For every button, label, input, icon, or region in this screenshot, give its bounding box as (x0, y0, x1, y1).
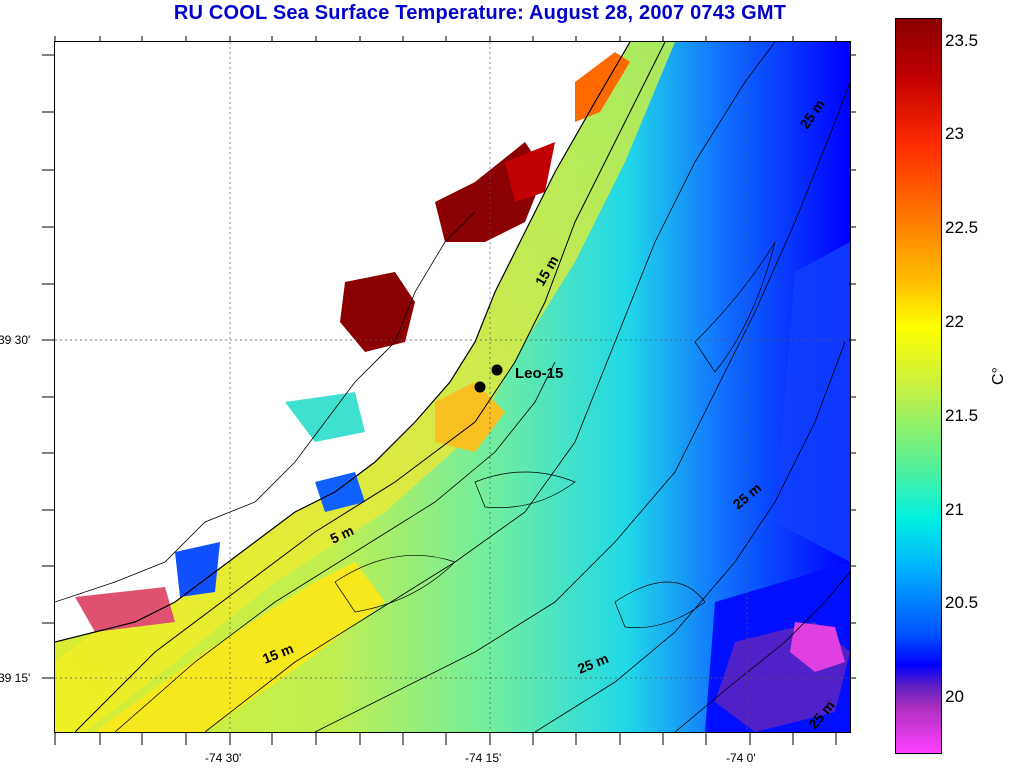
colorbar-tick: 23 (945, 124, 964, 143)
isobath-25m (534, 341, 846, 732)
station-marker-1 (491, 364, 503, 376)
nearshore-yellow (95, 562, 385, 732)
bay-cyan (285, 392, 365, 442)
shoal-1 (334, 554, 456, 613)
colorbar-tick: 20.5 (945, 593, 979, 612)
station-label: Leo-15 (515, 365, 563, 382)
colorbar-tick: 21.5 (945, 406, 979, 425)
shoal-4 (614, 581, 706, 628)
inland-shore (55, 211, 476, 603)
colorbar-tick: 23.5 (945, 31, 979, 50)
cold-east (775, 242, 850, 562)
warm-bay-4 (505, 142, 555, 202)
lat-label-39-30: 39 30' (0, 333, 31, 347)
isobath-5m (114, 361, 556, 732)
colorbar-tick: 21 (945, 500, 964, 519)
colorbar-tick: 20 (945, 687, 964, 706)
nearshore-yellow-2 (435, 382, 505, 452)
coastline (55, 42, 631, 643)
shoal-2 (474, 471, 576, 508)
isobath-15m (204, 42, 776, 732)
colorbar-tick: 22 (945, 312, 964, 331)
isobath-15m-b (314, 81, 850, 732)
lon-label-74-15: -74 15' (465, 751, 502, 765)
colorbar (895, 18, 942, 754)
map-title: RU COOL Sea Surface Temperature: August … (173, 2, 787, 24)
warm-bay-3 (575, 52, 630, 122)
colorbar-tick: 22.5 (945, 218, 979, 237)
shoal-3 (694, 241, 776, 373)
warm-bay-2 (340, 272, 415, 352)
sst-map: 25 m 15 m 25 m 5 m 15 m 25 m 25 m Leo-15 (55, 42, 850, 732)
isobath-25m-b (674, 571, 850, 732)
barrier-island (74, 42, 666, 732)
bay-blue-2 (175, 542, 220, 597)
colorbar-unit: C° (990, 367, 1007, 385)
station-marker-2 (474, 381, 486, 393)
lon-label-74-30: -74 30' (205, 751, 242, 765)
lat-label-39-15: 39 15' (0, 671, 31, 685)
bay-mix (75, 587, 175, 632)
lon-label-74-0: -74 0' (726, 751, 756, 765)
map-border (54, 41, 851, 733)
cold-magenta (790, 622, 845, 672)
bay-blue (315, 472, 365, 512)
